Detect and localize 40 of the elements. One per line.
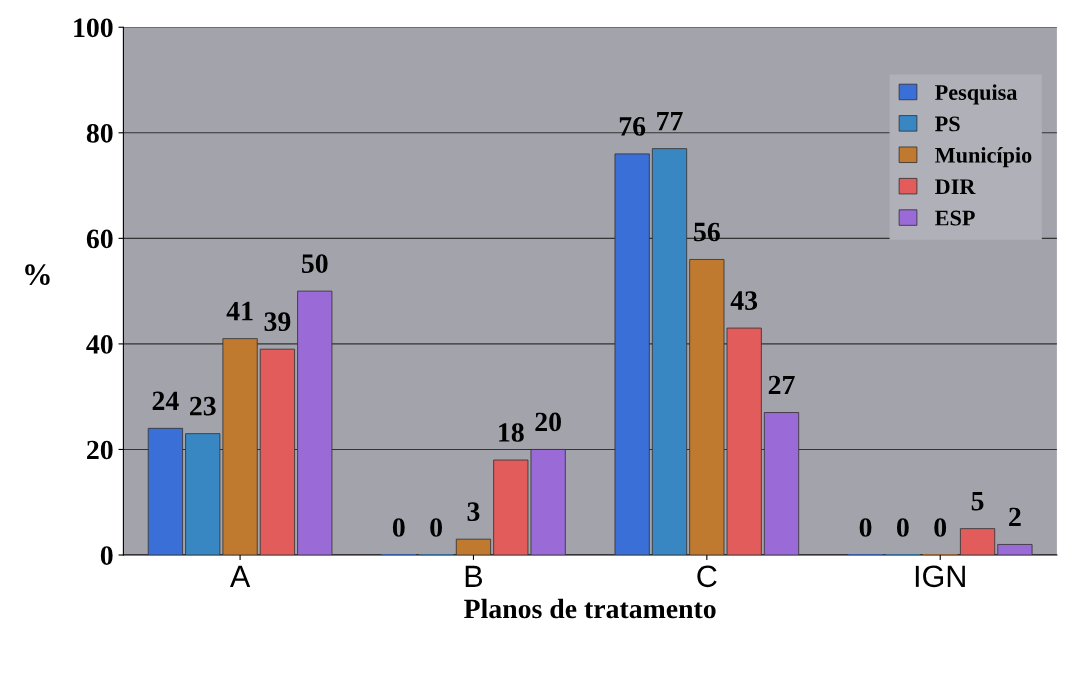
data-label: 0 <box>859 518 872 537</box>
data-label: 76 <box>619 117 646 136</box>
legend-label: ESP <box>935 210 975 226</box>
legend-label: Município <box>935 147 1032 168</box>
data-label: 27 <box>768 375 795 395</box>
x-tick-label: IGN <box>915 565 965 588</box>
legend-label: DIR <box>935 179 976 194</box>
data-label: 24 <box>152 391 179 410</box>
data-label: 43 <box>730 291 758 310</box>
data-label: 18 <box>499 423 524 442</box>
x-tick-label: A <box>229 565 251 587</box>
y-tick-label: 80 <box>86 123 113 143</box>
data-label: 23 <box>190 396 216 416</box>
data-label: 0 <box>392 518 405 537</box>
data-label: 5 <box>971 492 984 511</box>
data-label: 56 <box>694 222 720 242</box>
y-axis-title: % <box>25 264 50 286</box>
data-label: 20 <box>535 412 561 432</box>
data-label: 3 <box>467 502 480 522</box>
bar <box>997 544 1033 556</box>
y-tick-label: 0 <box>100 546 113 565</box>
y-tick-label: 20 <box>87 440 113 460</box>
x-tick-label: C <box>697 565 717 588</box>
y-tick-label: 100 <box>74 18 113 38</box>
data-label: 77 <box>657 112 683 131</box>
data-label: 50 <box>301 254 328 273</box>
bar <box>455 538 492 556</box>
y-tick-label: 60 <box>86 229 113 249</box>
bar <box>959 528 996 556</box>
x-tick-label: B <box>465 565 483 587</box>
data-label: 41 <box>226 301 253 321</box>
data-label: 0 <box>896 518 909 537</box>
x-axis-title: Planos de tratamento <box>464 598 716 619</box>
y-tick-label: 40 <box>86 335 113 354</box>
data-label: 39 <box>264 312 291 332</box>
data-label: 0 <box>430 518 443 537</box>
data-label: 0 <box>934 518 947 537</box>
legend-label: Pesquisa <box>935 84 1018 105</box>
legend-label: PS <box>935 116 960 132</box>
data-label: 2 <box>1009 507 1021 527</box>
